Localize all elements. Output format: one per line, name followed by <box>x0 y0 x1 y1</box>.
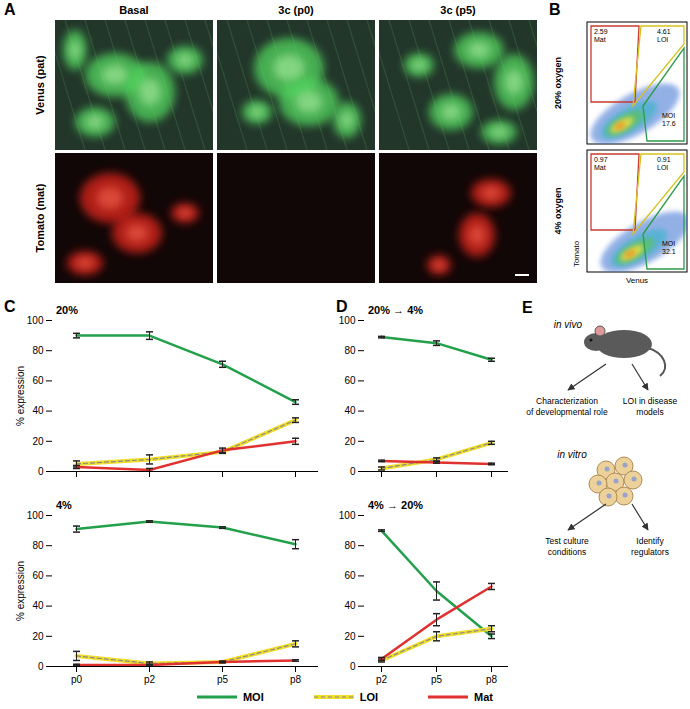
svg-text:20% oxygen: 20% oxygen <box>553 57 563 109</box>
svg-text:Test culture: Test culture <box>545 536 589 546</box>
svg-text:60: 60 <box>344 375 356 386</box>
html-text:4% → 20%: 4% → 20% <box>368 499 423 511</box>
svg-text:20: 20 <box>344 436 356 447</box>
svg-text:Characterization: Characterization <box>536 396 598 406</box>
svg-text:models: models <box>636 407 663 417</box>
svg-text:0: 0 <box>350 661 356 672</box>
svg-text:MOI: MOI <box>662 240 675 247</box>
svg-text:in vitro: in vitro <box>557 449 587 460</box>
svg-text:Venus: Venus <box>626 276 648 285</box>
svg-text:0: 0 <box>38 466 44 477</box>
svg-text:80: 80 <box>344 345 356 356</box>
html-text:20% → 4%: 20% → 4% <box>368 304 423 316</box>
svg-text:0: 0 <box>38 661 44 672</box>
svg-text:100: 100 <box>339 315 356 326</box>
svg-text:in vivo: in vivo <box>554 319 583 330</box>
html-text:D: D <box>336 298 348 315</box>
svg-text:60: 60 <box>32 375 44 386</box>
svg-text:0: 0 <box>350 466 356 477</box>
svg-text:conditions: conditions <box>548 547 586 557</box>
html-text:LOI: LOI <box>359 691 379 703</box>
html-text:20%: 20% <box>56 304 78 316</box>
svg-text:4.61: 4.61 <box>657 28 671 35</box>
svg-text:17.6: 17.6 <box>662 120 676 127</box>
svg-text:20: 20 <box>344 631 356 642</box>
svg-text:p5: p5 <box>431 674 443 685</box>
html-text:4%: 4% <box>56 499 72 511</box>
svg-text:80: 80 <box>32 540 44 551</box>
svg-text:Tomato (mat): Tomato (mat) <box>34 183 46 252</box>
svg-text:p5: p5 <box>217 674 229 685</box>
svg-text:Mat: Mat <box>594 36 606 43</box>
svg-text:40: 40 <box>32 600 44 611</box>
svg-text:% expression: % expression <box>15 366 26 426</box>
svg-text:Identify: Identify <box>636 536 664 546</box>
svg-text:3c (p0): 3c (p0) <box>278 4 314 16</box>
svg-text:60: 60 <box>32 570 44 581</box>
svg-text:80: 80 <box>344 540 356 551</box>
svg-text:40: 40 <box>32 405 44 416</box>
svg-text:MOI: MOI <box>662 112 675 119</box>
svg-text:100: 100 <box>339 510 356 521</box>
svg-text:E: E <box>522 299 533 316</box>
svg-text:20: 20 <box>32 631 44 642</box>
svg-text:p2: p2 <box>144 674 156 685</box>
svg-text:20: 20 <box>32 436 44 447</box>
svg-text:Mat: Mat <box>594 164 606 171</box>
svg-text:regulators: regulators <box>631 547 669 557</box>
svg-text:p8: p8 <box>486 674 498 685</box>
svg-text:p2: p2 <box>376 674 388 685</box>
html-text:Mat: Mat <box>474 691 493 703</box>
svg-text:4% oxygen: 4% oxygen <box>553 187 563 234</box>
svg-text:32.1: 32.1 <box>662 248 676 255</box>
svg-text:40: 40 <box>344 405 356 416</box>
svg-text:Basal: Basal <box>119 4 148 16</box>
svg-text:% expression: % expression <box>15 561 26 621</box>
svg-text:LOI: LOI <box>657 36 668 43</box>
svg-text:Tomato: Tomato <box>572 240 581 267</box>
svg-text:3c (p5): 3c (p5) <box>440 4 476 16</box>
svg-text:B: B <box>549 1 561 18</box>
svg-text:80: 80 <box>32 345 44 356</box>
svg-text:p8: p8 <box>290 674 302 685</box>
html-text:C: C <box>4 298 16 315</box>
svg-text:p0: p0 <box>71 674 83 685</box>
svg-text:40: 40 <box>344 600 356 611</box>
svg-text:LOI in disease: LOI in disease <box>623 396 678 406</box>
svg-text:LOI: LOI <box>657 164 668 171</box>
svg-text:of developmental role: of developmental role <box>526 407 608 417</box>
svg-text:100: 100 <box>27 315 44 326</box>
html-text:MOI: MOI <box>243 691 264 703</box>
svg-text:2.59: 2.59 <box>594 28 608 35</box>
svg-text:Venus (pat): Venus (pat) <box>34 55 46 115</box>
svg-text:100: 100 <box>27 510 44 521</box>
svg-text:0.91: 0.91 <box>657 156 671 163</box>
svg-text:60: 60 <box>344 570 356 581</box>
svg-text:A: A <box>4 1 16 18</box>
svg-text:0.97: 0.97 <box>594 156 608 163</box>
